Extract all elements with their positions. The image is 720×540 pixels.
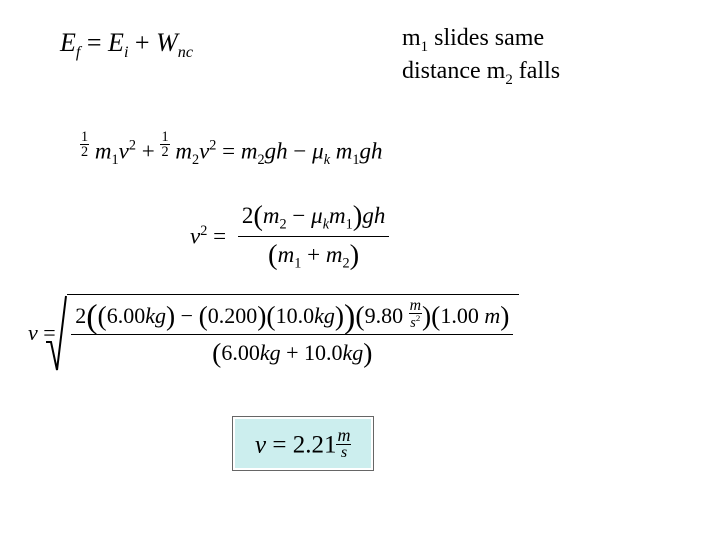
eq1-equals: = bbox=[87, 28, 108, 57]
eq1-plus: + bbox=[135, 28, 156, 57]
result-box: v = 2.21ms bbox=[232, 416, 374, 471]
annotation-line2: distance m2 falls bbox=[402, 57, 560, 90]
annot-l2a: distance m bbox=[402, 58, 505, 84]
annot-m1-sub: 1 bbox=[421, 39, 428, 55]
half2: 12 bbox=[160, 130, 169, 160]
annotation-text: m1 slides same distance m2 falls bbox=[402, 24, 560, 89]
ef-var: E bbox=[60, 28, 76, 57]
radical-icon bbox=[45, 294, 67, 374]
eq4-denominator: (6.00kg + 10.0kg) bbox=[71, 335, 513, 369]
ei-sub: i bbox=[124, 44, 128, 61]
result-val: 2.21 bbox=[293, 432, 337, 459]
annot-m1-a: m bbox=[402, 25, 421, 51]
result-v: v bbox=[255, 432, 266, 459]
annot-l1b: slides same bbox=[428, 25, 544, 51]
eq4-numerator: 2((6.00kg) − (0.200)(10.0kg))(9.80 ms2)(… bbox=[71, 298, 513, 335]
annot-l2b: falls bbox=[513, 58, 560, 84]
kinetic-energy-equation: 12 m1v2 + 12 m2v2 = m2gh − μk m1gh bbox=[80, 130, 383, 169]
wnc-var: W bbox=[156, 28, 178, 57]
eq3-lhs: v2 = bbox=[190, 223, 226, 250]
ei-var: E bbox=[108, 28, 124, 57]
eq3-denominator: (m1 + m2) bbox=[238, 237, 390, 273]
v-squared-equation: v2 = 2(m2 − μkm1)gh (m1 + m2) bbox=[190, 200, 389, 272]
eq4-fraction: 2((6.00kg) − (0.200)(10.0kg))(9.80 ms2)(… bbox=[71, 298, 513, 369]
v-numeric-equation: v = 2((6.00kg) − (0.200)(10.0kg))(9.80 m… bbox=[28, 298, 517, 369]
half1: 12 bbox=[80, 130, 89, 160]
annot-m2-sub: 2 bbox=[505, 71, 512, 87]
result-unit: ms bbox=[336, 427, 351, 460]
energy-equation: Ef = Ei + Wnc bbox=[60, 28, 193, 62]
eq3-numerator: 2(m2 − μkm1)gh bbox=[238, 200, 390, 237]
ef-sub: f bbox=[76, 44, 80, 61]
vinculum bbox=[67, 294, 519, 295]
result-eq: = bbox=[266, 432, 293, 459]
sqrt-box: 2((6.00kg) − (0.200)(10.0kg))(9.80 ms2)(… bbox=[65, 298, 517, 369]
annotation-line1: m1 slides same bbox=[402, 24, 560, 57]
wnc-sub: nc bbox=[178, 44, 193, 61]
eq3-fraction: 2(m2 − μkm1)gh (m1 + m2) bbox=[238, 200, 390, 272]
